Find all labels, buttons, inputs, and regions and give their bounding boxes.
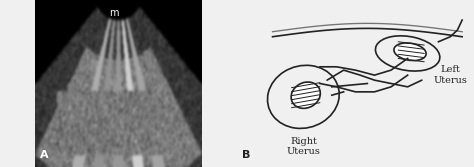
Text: m: m	[109, 8, 118, 18]
Text: Right
Uterus: Right Uterus	[286, 137, 320, 156]
Text: B: B	[242, 150, 250, 160]
Ellipse shape	[291, 82, 320, 108]
Text: A: A	[40, 150, 49, 160]
Text: Left
Uterus: Left Uterus	[433, 65, 467, 85]
Ellipse shape	[394, 43, 426, 61]
